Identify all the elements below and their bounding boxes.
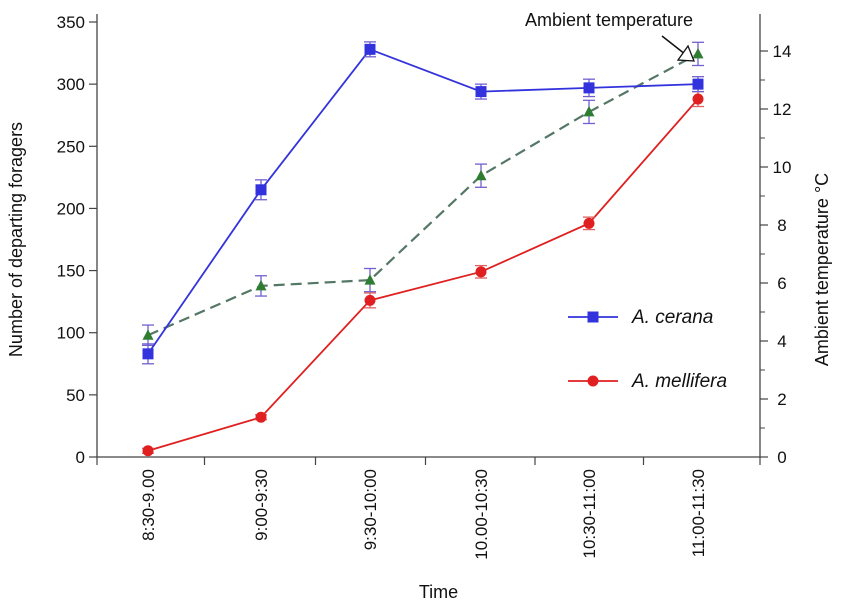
data-point xyxy=(255,279,267,291)
y-tick-label: 350 xyxy=(57,13,85,32)
y2-tick-label: 6 xyxy=(777,274,786,293)
y2-tick-label: 12 xyxy=(773,100,792,119)
data-point xyxy=(255,411,267,423)
annotation-label: Ambient temperature xyxy=(525,10,693,30)
y2-tick-label: 10 xyxy=(773,158,792,177)
legend-label: A. cerana xyxy=(631,307,713,328)
data-point xyxy=(692,78,704,90)
series-line xyxy=(147,98,699,452)
x-tick-label: 8:30-9.00 xyxy=(139,469,158,541)
data-point xyxy=(364,274,376,285)
y2-tick-label: 4 xyxy=(777,332,786,351)
y-tick-label: 150 xyxy=(57,262,85,281)
data-point xyxy=(475,169,487,181)
series-a-cerana xyxy=(142,41,704,365)
y2-tick-label: 8 xyxy=(777,216,786,235)
x-axis-title: Time xyxy=(419,582,458,602)
legend-label: A. mellifera xyxy=(631,371,727,392)
legend: A. cerana A. mellifera xyxy=(568,307,727,392)
data-point xyxy=(692,47,704,59)
data-point xyxy=(475,86,487,98)
legend-marker xyxy=(587,375,599,387)
x-tick-label: 9:00-9:30 xyxy=(252,469,271,541)
axes: 0 50 100 150 200 250 300 350 0 2 4 6 8 10 12 14 8:30-9.0… xyxy=(57,13,792,560)
data-point xyxy=(142,329,154,340)
series-layer xyxy=(142,41,704,457)
x-tick-label: 10.00-10:30 xyxy=(472,469,491,560)
legend-item: A. mellifera xyxy=(568,371,727,392)
data-point xyxy=(475,266,487,278)
y-tick-label: 100 xyxy=(57,324,85,343)
y-tick-label: 200 xyxy=(57,199,85,218)
x-tick-label: 9:30-10:00 xyxy=(361,469,380,550)
x-tick-label: 10:30-11:00 xyxy=(580,469,599,558)
y2-axis-title: Ambient temperature °C xyxy=(812,173,832,366)
y-tick-label: 250 xyxy=(57,137,85,156)
data-point xyxy=(255,184,267,196)
series-ambient-temperature xyxy=(142,41,704,347)
data-point xyxy=(692,93,704,105)
y-tick-label: 300 xyxy=(57,75,85,94)
data-point xyxy=(583,105,595,117)
series-line xyxy=(147,52,699,337)
legend-item: A. cerana xyxy=(568,307,713,328)
series-line xyxy=(147,48,699,355)
data-point xyxy=(583,217,595,229)
y2-tick-label: 14 xyxy=(773,42,792,61)
data-point xyxy=(142,348,154,360)
data-point xyxy=(583,82,595,94)
x-tick-label: 11:00-11:30 xyxy=(689,469,708,557)
y2-tick-label: 0 xyxy=(777,448,786,467)
legend-marker xyxy=(587,311,599,323)
y-tick-label: 0 xyxy=(76,448,85,467)
data-point xyxy=(364,294,376,306)
data-point xyxy=(142,445,154,457)
y-axis-title: Number of departing foragers xyxy=(6,122,26,357)
data-point xyxy=(364,43,376,55)
annotation-arrow xyxy=(661,35,695,62)
series-a-mellifera xyxy=(142,90,704,457)
y2-tick-label: 2 xyxy=(777,390,786,409)
y-tick-label: 50 xyxy=(66,386,85,405)
arrow-head xyxy=(676,44,695,62)
